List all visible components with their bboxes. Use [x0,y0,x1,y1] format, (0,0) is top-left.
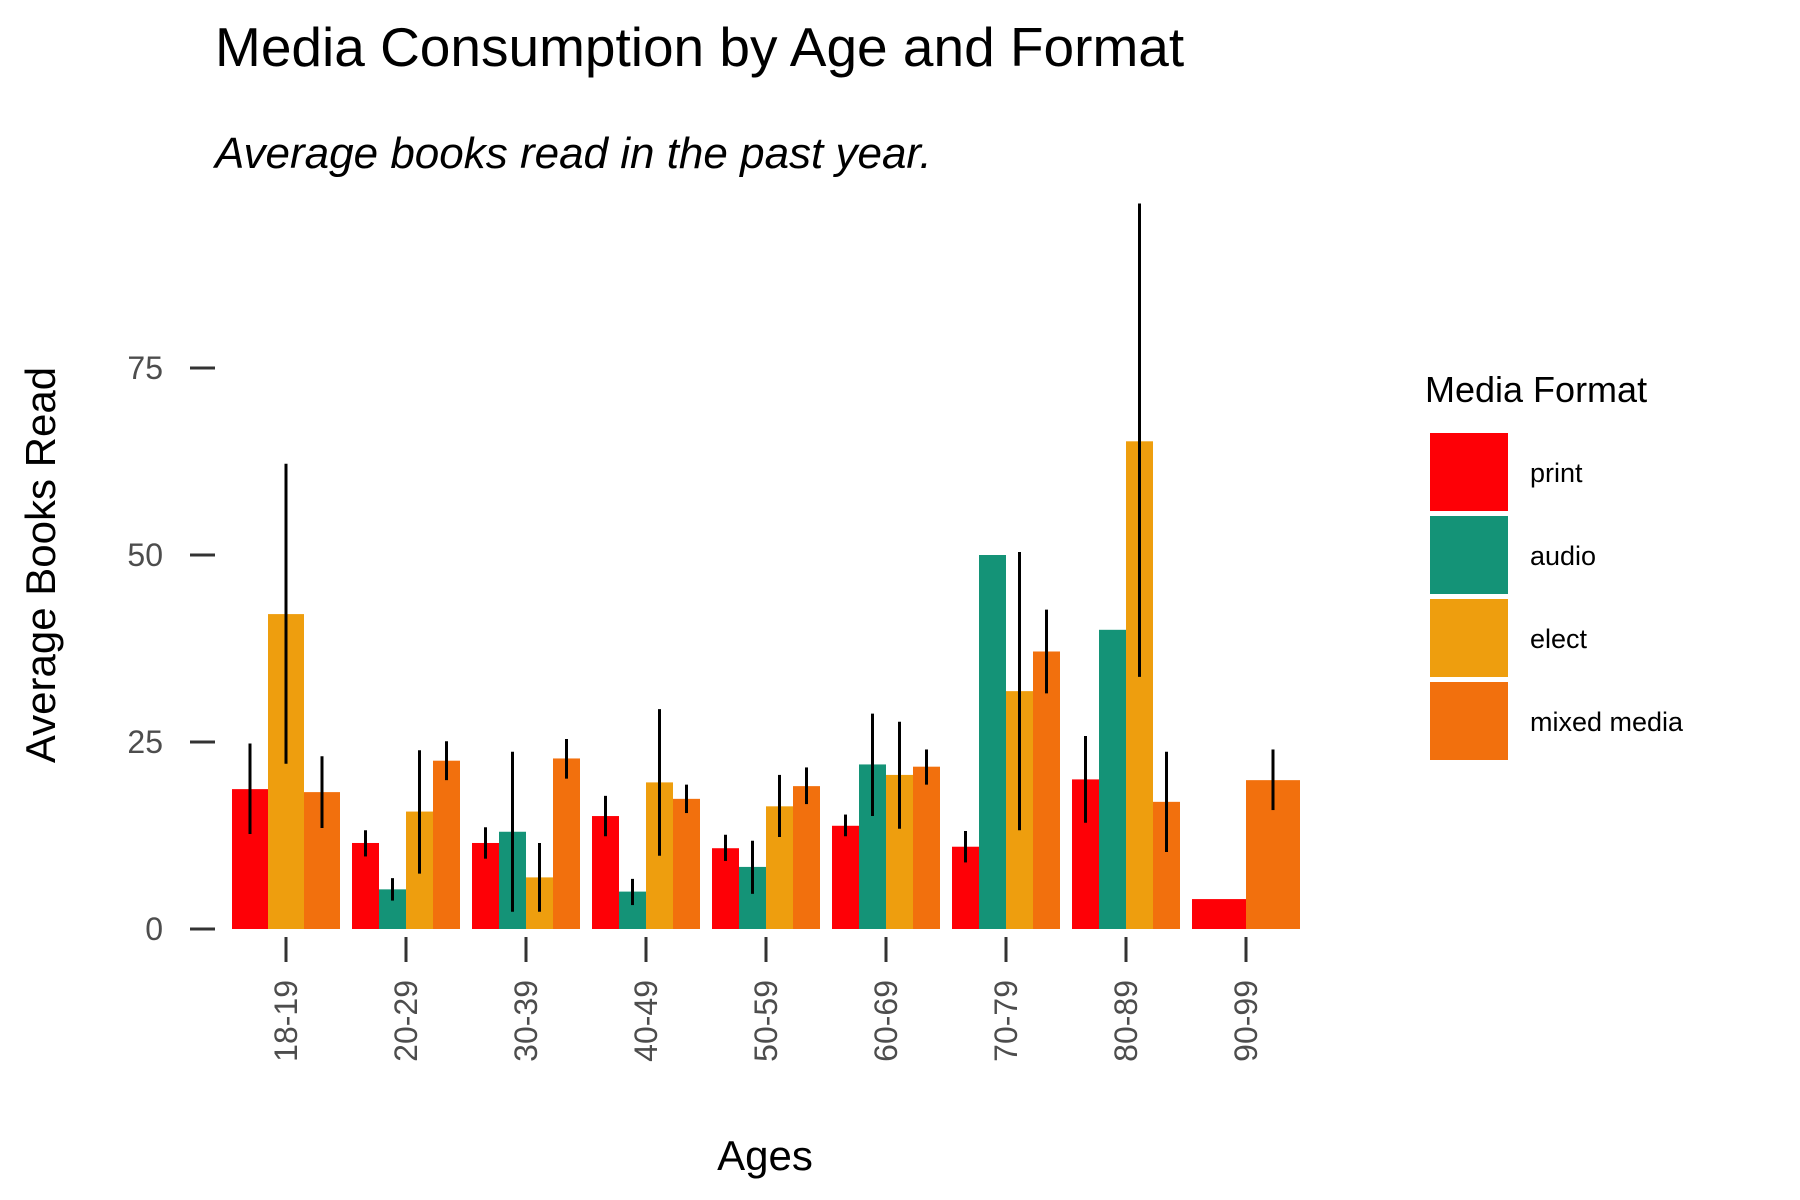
x-axis: 18-19 20-29 30-39 40-49 50-59 60-69 70-79 80-89… [268,937,1264,1062]
y-tick-label: 25 [127,724,163,760]
y-axis-title: Average Books Read [17,367,64,763]
bar-mixed-media-30-39 [553,758,580,929]
x-axis-title: Ages [717,1132,813,1179]
x-tick-label: 80-89 [1108,980,1144,1062]
bar-print-90-99 [1192,899,1246,929]
bar-print-50-59 [712,848,739,929]
chart-title: Media Consumption by Age and Format [215,16,1184,78]
x-tick-label: 18-19 [268,980,304,1062]
legend-key-print [1430,433,1508,511]
legend-label: audio [1530,541,1596,571]
bar-mixed-media-50-59 [793,786,820,929]
y-tick-label: 75 [127,350,163,386]
x-tick-label: 20-29 [388,980,424,1062]
y-tick-label: 50 [127,537,163,573]
bar-print-20-29 [352,842,379,929]
legend-title: Media Format [1425,369,1647,410]
bar-mixed-media-70-79 [1033,651,1060,929]
bar-mixed-media-20-29 [433,760,460,929]
legend: Media Format print audio elect mixed media [1425,369,1684,760]
bars [232,441,1300,929]
x-tick-label: 70-79 [988,980,1024,1062]
x-tick-label: 60-69 [868,980,904,1062]
legend-key-elect [1430,599,1508,677]
error-bars [248,203,1275,912]
bar-print-60-69 [832,825,859,929]
bar-audio-70-79 [979,555,1006,929]
legend-label: print [1530,458,1583,488]
bar-audio-80-89 [1099,629,1126,929]
legend-label: mixed media [1530,707,1684,737]
legend-label: elect [1530,624,1588,654]
legend-key-audio [1430,516,1508,594]
legend-key-mixed-media [1430,682,1508,760]
bar-mixed-media-40-49 [673,798,700,929]
x-tick-label: 90-99 [1228,980,1264,1062]
y-tick-label: 0 [145,911,163,947]
y-axis: 0 25 50 75 [127,350,215,947]
x-tick-label: 30-39 [508,980,544,1062]
bar-mixed-media-60-69 [913,766,940,929]
chart-subtitle: Average books read in the past year. [212,129,932,178]
x-tick-label: 40-49 [628,980,664,1062]
x-tick-label: 50-59 [748,980,784,1062]
